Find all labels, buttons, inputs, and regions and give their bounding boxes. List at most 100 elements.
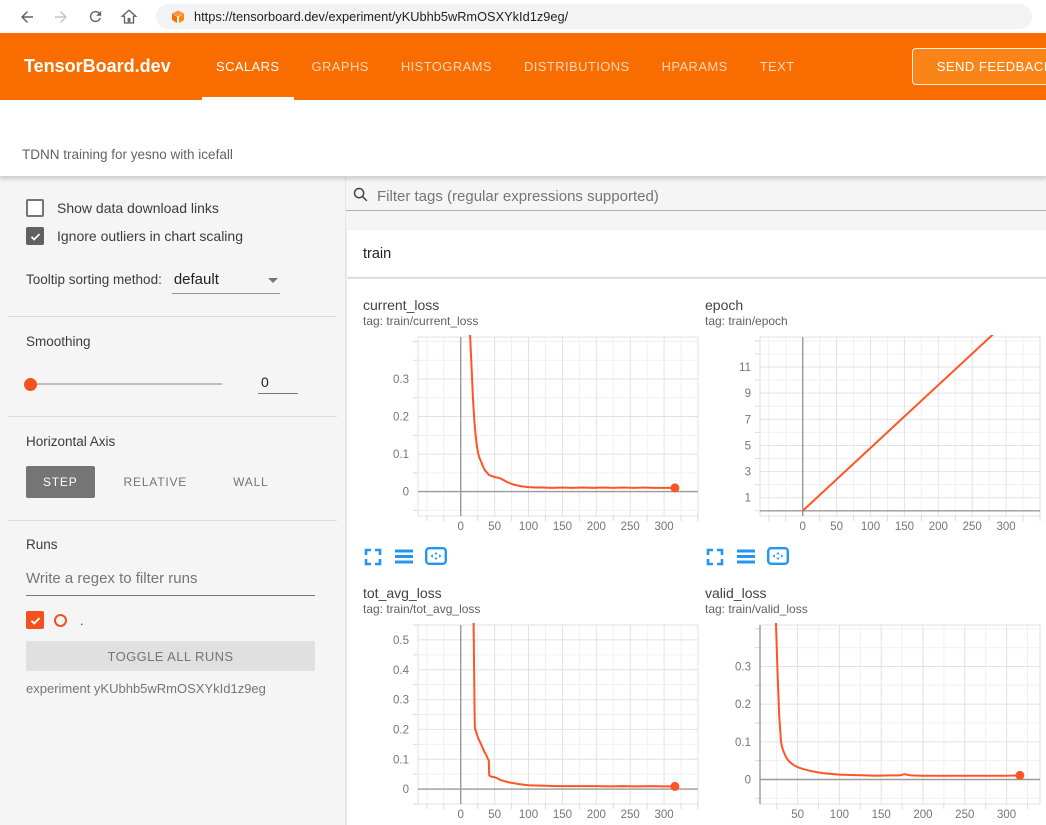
svg-text:100: 100 — [830, 809, 849, 821]
reload-icon[interactable] — [85, 7, 105, 27]
svg-text:250: 250 — [621, 809, 640, 821]
sidebar: Show data download links Ignore outliers … — [0, 177, 346, 825]
nav-tabs: SCALARSGRAPHSHISTOGRAMSDISTRIBUTIONSHPAR… — [200, 33, 811, 100]
tooltip-sorting-select[interactable]: default — [172, 271, 280, 294]
svg-text:11: 11 — [739, 362, 751, 374]
chart-plot-epoch[interactable]: 0501001502002503001357911 — [705, 334, 1042, 536]
divider — [8, 416, 337, 417]
svg-text:300: 300 — [655, 809, 674, 821]
chart-plot-valid_loss[interactable]: 5010015020025030000.10.20.3 — [705, 622, 1042, 824]
svg-text:300: 300 — [997, 809, 1016, 821]
tooltip-sorting-label: Tooltip sorting method: — [26, 272, 162, 287]
svg-text:0.3: 0.3 — [393, 374, 409, 386]
svg-text:200: 200 — [929, 521, 948, 533]
back-icon[interactable] — [17, 7, 37, 27]
svg-text:300: 300 — [997, 521, 1016, 533]
tag-filter-input[interactable] — [377, 188, 1046, 205]
chart-plot-tot_avg_loss[interactable]: 05010015020025030000.10.20.30.40.5 — [363, 622, 700, 824]
svg-text:0.2: 0.2 — [735, 699, 751, 711]
svg-text:100: 100 — [861, 521, 880, 533]
chart-card-tot_avg_loss: tot_avg_losstag: train/tot_avg_loss 0 50 10… — [363, 585, 700, 825]
smoothing-value[interactable]: 0 — [258, 374, 298, 394]
svg-text:5: 5 — [745, 440, 751, 452]
svg-text:50: 50 — [791, 809, 804, 821]
checkbox-icon[interactable] — [26, 227, 44, 245]
tag-filter-row — [346, 177, 1046, 211]
svg-text:0: 0 — [800, 521, 806, 533]
chevron-down-icon — [268, 278, 278, 283]
fit-domain-icon[interactable] — [767, 547, 789, 567]
tooltip-sorting-value: default — [174, 271, 219, 288]
data-table-icon[interactable] — [736, 547, 756, 567]
svg-text:0: 0 — [403, 487, 409, 499]
experiment-caption: experiment yKUbhb5wRmOSXYkId1z9eg — [26, 681, 315, 696]
url-bar[interactable]: https://tensorboard.dev/experiment/yKUbh… — [156, 4, 1032, 29]
app-header: TensorBoard.dev SCALARSGRAPHSHISTOGRAMSD… — [0, 33, 1046, 100]
fullscreen-icon[interactable] — [705, 547, 725, 567]
send-feedback-button[interactable]: SEND FEEDBACK — [912, 48, 1046, 85]
svg-text:7: 7 — [745, 414, 751, 426]
tab-histograms[interactable]: HISTOGRAMS — [385, 33, 508, 100]
svg-text:50: 50 — [488, 521, 501, 533]
svg-text:100: 100 — [519, 809, 538, 821]
main-panel: train current_losstag: train/current_los… — [346, 177, 1046, 825]
divider — [8, 520, 337, 521]
axis-option-wall[interactable]: WALL — [216, 466, 285, 498]
run-name: . — [80, 613, 84, 628]
run-color-swatch[interactable] — [54, 614, 67, 627]
svg-text:0.2: 0.2 — [393, 412, 409, 424]
svg-text:300: 300 — [655, 521, 674, 533]
svg-text:150: 150 — [895, 521, 914, 533]
smoothing-slider-knob[interactable] — [24, 378, 37, 391]
svg-text:0.2: 0.2 — [393, 724, 409, 736]
chart-title: tot_avg_loss — [363, 585, 700, 602]
axis-option-relative[interactable]: RELATIVE — [107, 466, 205, 498]
forward-icon[interactable] — [51, 7, 71, 27]
svg-text:0: 0 — [745, 775, 751, 787]
chart-card-valid_loss: valid_losstag: train/valid_loss501001502… — [705, 585, 1042, 825]
chart-toolbar — [363, 547, 700, 569]
checkbox-row-0[interactable]: Show data download links — [26, 199, 315, 217]
checkbox-row-1[interactable]: Ignore outliers in chart scaling — [26, 227, 315, 245]
checkbox-icon[interactable] — [26, 199, 44, 217]
svg-text:200: 200 — [587, 809, 606, 821]
svg-text:3: 3 — [745, 467, 751, 479]
tab-scalars[interactable]: SCALARS — [200, 33, 296, 100]
fit-domain-icon[interactable] — [425, 547, 447, 567]
chart-tag: tag: train/valid_loss — [705, 602, 1042, 617]
chart-plot-current_loss[interactable]: 05010015020025030000.10.20.3 — [363, 334, 700, 536]
svg-text:200: 200 — [913, 809, 932, 821]
svg-text:0.3: 0.3 — [393, 695, 409, 707]
axis-option-step[interactable]: STEP — [26, 466, 95, 498]
chart-title: epoch — [705, 297, 1042, 314]
checkbox-label: Ignore outliers in chart scaling — [57, 228, 243, 244]
url-text: https://tensorboard.dev/experiment/yKUbh… — [194, 9, 568, 24]
fullscreen-icon[interactable] — [363, 547, 383, 567]
svg-text:100: 100 — [519, 521, 538, 533]
smoothing-slider[interactable] — [26, 383, 222, 385]
tab-distributions[interactable]: DISTRIBUTIONS — [508, 33, 646, 100]
toggle-all-runs-button[interactable]: TOGGLE ALL RUNS — [26, 641, 315, 671]
browser-toolbar: https://tensorboard.dev/experiment/yKUbh… — [0, 0, 1046, 33]
runs-filter-input[interactable] — [26, 564, 315, 596]
svg-text:50: 50 — [488, 809, 501, 821]
chart-tag: tag: train/current_loss — [363, 314, 700, 329]
home-icon[interactable] — [119, 7, 139, 27]
experiment-title: TDNN training for yesno with icefall — [22, 147, 233, 162]
tab-graphs[interactable]: GRAPHS — [296, 33, 385, 100]
tab-hparams[interactable]: HPARAMS — [646, 33, 744, 100]
svg-text:9: 9 — [745, 388, 751, 400]
svg-text:150: 150 — [872, 809, 891, 821]
section-header-train[interactable]: train — [347, 230, 1046, 277]
chart-tag: tag: train/tot_avg_loss — [363, 602, 700, 617]
svg-text:250: 250 — [621, 521, 640, 533]
svg-text:0.3: 0.3 — [735, 661, 751, 673]
chart-tag: tag: train/epoch — [705, 314, 1042, 329]
data-table-icon[interactable] — [394, 547, 414, 567]
tab-text[interactable]: TEXT — [744, 33, 811, 100]
run-checkbox[interactable] — [26, 611, 44, 629]
svg-text:0: 0 — [403, 784, 409, 796]
svg-text:0.1: 0.1 — [393, 449, 409, 461]
chart-card-epoch: epochtag: train/epoch0501001502002503001… — [705, 297, 1042, 569]
checkbox-label: Show data download links — [57, 200, 219, 216]
